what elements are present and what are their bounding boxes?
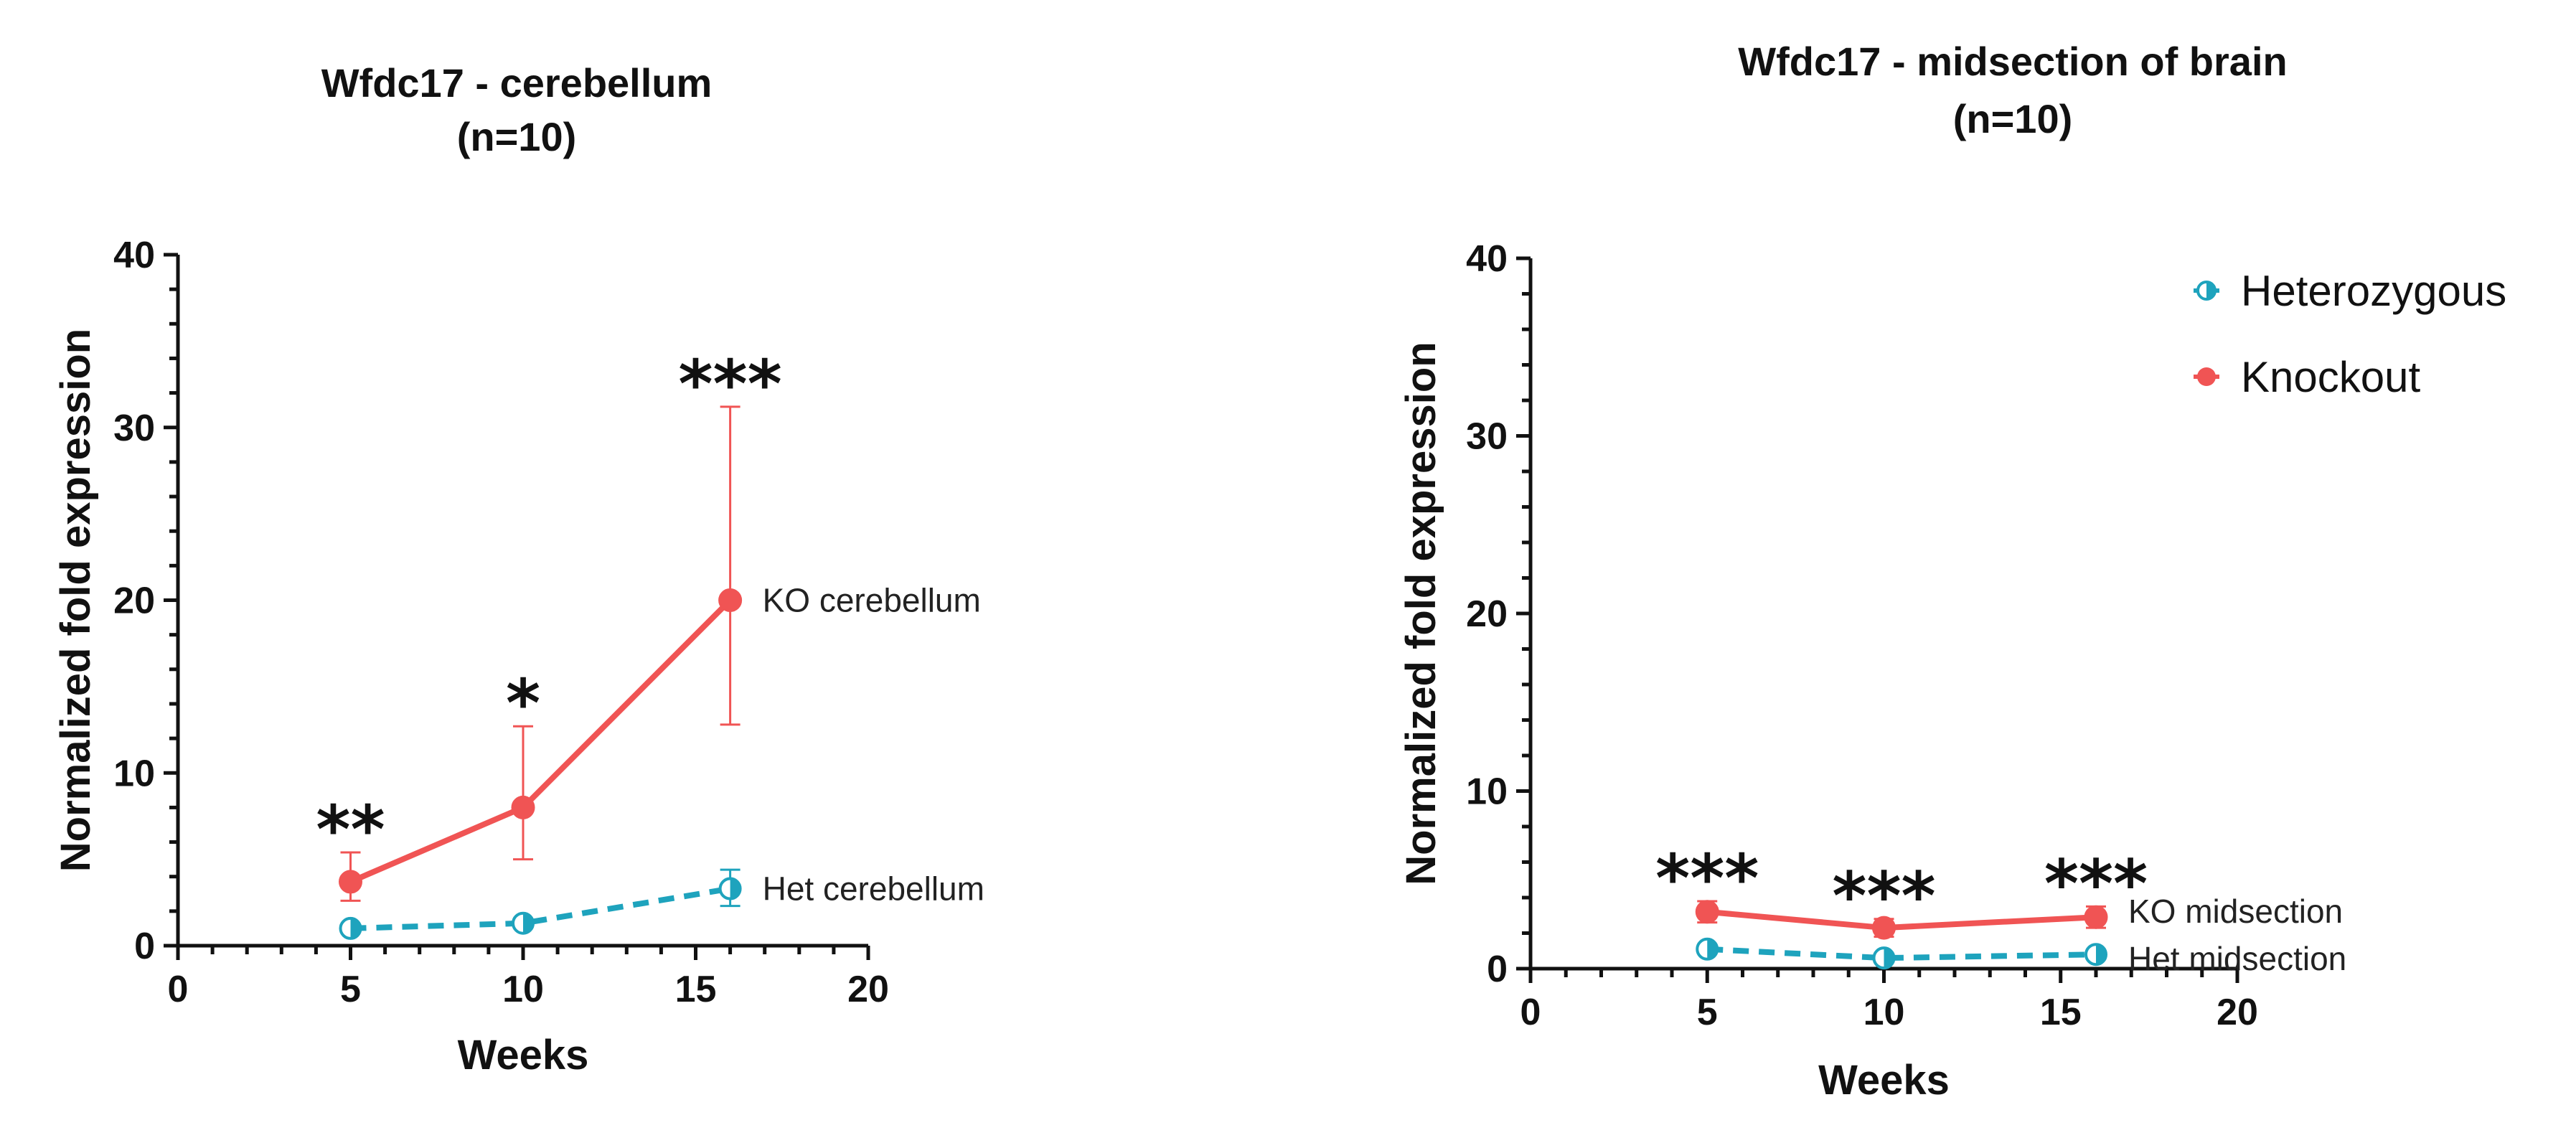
- x-tick-label: 0: [1520, 992, 1541, 1033]
- significance-marker: ***: [2044, 845, 2148, 922]
- series-heterozygous: Het cerebellum: [339, 868, 984, 940]
- y-tick-label: 20: [1466, 593, 1508, 635]
- y-axis-label: Normalized fold expression: [1398, 342, 1444, 885]
- chart-midsection: Wfdc17 - midsection of brain (n=10) 0 10 20 3…: [1398, 39, 2506, 1104]
- series-heterozygous: Het midsection: [1696, 937, 2346, 977]
- y-tick-label: 40: [113, 235, 155, 276]
- data-point: [339, 870, 362, 894]
- x-axis-label: Weeks: [458, 1032, 589, 1078]
- chart-title: Wfdc17 - cerebellum: [321, 60, 713, 105]
- series-knockout: KO cerebellum: [339, 405, 981, 902]
- series-line: [1707, 946, 2097, 961]
- data-point-half: [1884, 948, 1894, 969]
- legend-label: Knockout: [2241, 353, 2420, 401]
- data-point: [2084, 905, 2108, 929]
- y-tick-label: 0: [1487, 949, 1508, 990]
- chart-cerebellum: Wfdc17 - cerebellum (n=10) 0 10 20 30 40 0 5 10 15…: [52, 60, 984, 1078]
- data-point: [718, 588, 743, 612]
- data-point-half: [350, 918, 361, 939]
- data-point-half: [2096, 944, 2107, 965]
- series-annotation: Het cerebellum: [763, 870, 984, 908]
- significance-marker: ***: [1832, 858, 1935, 935]
- chart-title: Wfdc17 - midsection of brain: [1738, 39, 2287, 84]
- legend-entry: Heterozygous: [2194, 267, 2506, 315]
- x-tick-label: 10: [1863, 992, 1905, 1033]
- significance-marker: ***: [678, 346, 781, 423]
- y-tick-label: 0: [134, 926, 155, 967]
- x-axis-label: Weeks: [1818, 1057, 1950, 1104]
- x-tick-label: 20: [2217, 992, 2258, 1033]
- x-tick-label: 10: [502, 969, 544, 1010]
- significance-marker: ***: [1655, 840, 1759, 917]
- y-tick-label: 30: [1466, 416, 1508, 458]
- data-point-half: [1707, 939, 1718, 959]
- y-tick-label: 20: [113, 580, 155, 622]
- legend: Heterozygous Knockout: [2194, 267, 2506, 401]
- x-tick-label: 5: [340, 969, 361, 1010]
- legend-label: Heterozygous: [2241, 267, 2506, 315]
- series-annotation: Het midsection: [2128, 940, 2346, 977]
- y-tick-label: 40: [1466, 238, 1508, 280]
- x-tick-label: 15: [675, 969, 717, 1010]
- x-tick-label: 0: [168, 969, 189, 1010]
- x-tick-label: 20: [847, 969, 889, 1010]
- data-point: [1872, 916, 1896, 940]
- y-tick-label: 30: [113, 408, 155, 449]
- legend-swatch-marker: [2197, 367, 2216, 386]
- series-line: [350, 885, 731, 931]
- data-point: [1695, 900, 1719, 924]
- x-tick-label: 15: [2040, 992, 2082, 1033]
- series-knockout: KO midsection: [1695, 893, 2343, 940]
- y-axis-label: Normalized fold expression: [52, 329, 99, 872]
- data-point: [511, 795, 535, 819]
- x-tick-label: 5: [1697, 992, 1718, 1033]
- series-annotation: KO midsection: [2128, 893, 2343, 930]
- chart-subtitle: (n=10): [1953, 96, 2073, 141]
- legend-swatch-half: [2206, 282, 2215, 299]
- y-tick-label: 10: [113, 753, 155, 794]
- significance-marker: **: [316, 791, 385, 868]
- legend-entry: Knockout: [2194, 353, 2420, 401]
- data-point-half: [730, 878, 741, 899]
- data-point-half: [523, 913, 533, 933]
- chart-subtitle: (n=10): [457, 114, 577, 159]
- significance-marker: *: [506, 665, 540, 742]
- series-annotation: KO cerebellum: [763, 582, 981, 619]
- y-tick-label: 10: [1466, 771, 1508, 813]
